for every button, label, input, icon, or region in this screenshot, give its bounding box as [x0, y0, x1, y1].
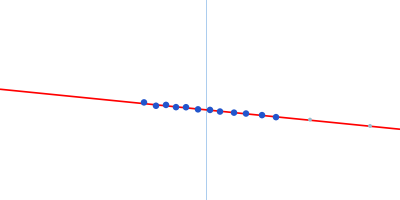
Point — [217, 110, 223, 113]
Point — [163, 103, 169, 107]
Point — [367, 124, 373, 128]
Point — [243, 112, 249, 115]
Point — [273, 116, 279, 119]
Point — [173, 106, 179, 109]
Point — [195, 108, 201, 111]
Point — [141, 101, 147, 104]
Point — [259, 114, 265, 117]
Point — [231, 111, 237, 114]
Point — [153, 104, 159, 107]
Point — [307, 118, 313, 121]
Point — [207, 108, 213, 112]
Point — [183, 106, 189, 109]
